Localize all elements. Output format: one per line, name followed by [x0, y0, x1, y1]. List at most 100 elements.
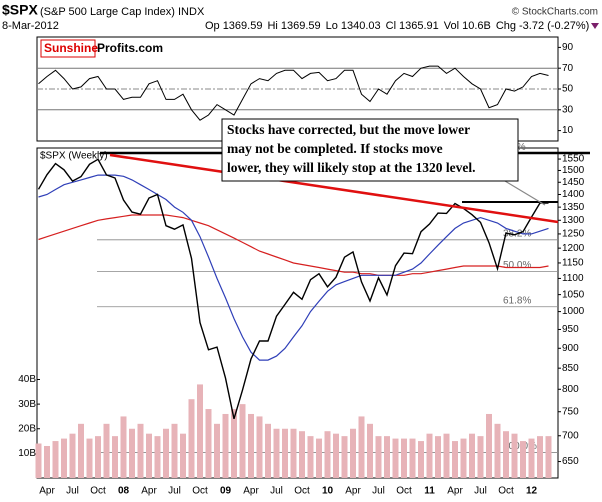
x-tick-label: Jul — [66, 486, 79, 497]
volume-bar — [409, 438, 416, 478]
volume-bar — [545, 436, 552, 478]
panel-title: $SPX (Weekly) — [40, 151, 108, 162]
volume-bar — [95, 436, 101, 478]
quote-label: Hi — [267, 20, 277, 32]
volume-bar — [129, 428, 135, 478]
volume-bar — [137, 423, 144, 478]
y-tick-label: 850 — [562, 363, 579, 374]
quote: Op 1369.59 Hi 1369.59 Lo 1340.03 Cl 1365.91 Vol 1… — [205, 20, 589, 32]
volume-bar — [324, 431, 331, 478]
volume-bar — [486, 413, 492, 478]
volume-bar — [222, 413, 229, 478]
volume-bar — [171, 423, 178, 478]
y-tick-label: 1300 — [562, 215, 585, 226]
volume-tick-label: 10B — [18, 448, 36, 459]
quote-label: Lo — [326, 20, 338, 32]
annotation-line: lower, they will likely stop at the 1320… — [227, 160, 475, 175]
y-tick-label: 1350 — [562, 202, 585, 213]
volume-bar — [282, 428, 288, 478]
y-tick-label: 1500 — [562, 165, 585, 176]
volume-bar — [265, 423, 271, 478]
x-tick-label: Apr — [39, 486, 55, 497]
volume-bar — [520, 441, 526, 478]
symbol-name: (S&P 500 Large Cap Index) INDX — [40, 6, 205, 18]
volume-bar — [418, 441, 424, 478]
quote-value: -3.72 (-0.27%) — [519, 20, 589, 32]
symbol: $SPX — [2, 2, 38, 18]
volume-bar — [197, 384, 203, 478]
x-tick-label: Jul — [270, 486, 283, 497]
y-tick-label: 1100 — [562, 273, 584, 284]
volume-bar — [120, 416, 127, 478]
fib-label: 50.0% — [503, 260, 531, 271]
volume-bar — [214, 423, 220, 478]
annotation-line: may not be completed. If stocks move — [227, 141, 443, 156]
volume-bar — [35, 443, 42, 478]
volume-bar — [188, 399, 195, 478]
volume-bar — [333, 433, 339, 478]
volume-bar — [443, 433, 450, 478]
volume-bar — [205, 409, 212, 478]
volume-bar — [350, 428, 356, 478]
fib-label: 61.8% — [503, 295, 531, 306]
x-tick-label: 09 — [220, 486, 232, 497]
x-tick-label: 12 — [526, 486, 538, 497]
volume-bar — [358, 416, 365, 478]
x-tick-label: Oct — [396, 486, 412, 497]
x-tick-label: Oct — [498, 486, 514, 497]
x-tick-label: 11 — [424, 486, 435, 497]
trend-line — [109, 153, 559, 224]
volume-bar — [231, 409, 237, 478]
volume-bar — [503, 431, 509, 478]
x-tick-label: Apr — [243, 486, 259, 497]
y-tick-label: 1550 — [562, 154, 585, 165]
y-tick-label: 900 — [562, 343, 579, 354]
y-tick-label: 1250 — [562, 229, 585, 240]
y-tick-label: 1400 — [562, 189, 585, 200]
rsi-line — [38, 65, 549, 121]
volume-bar — [452, 441, 458, 478]
volume-bar — [146, 433, 152, 478]
quote-value: 1365.91 — [399, 20, 439, 32]
volume-bar — [78, 423, 84, 478]
x-tick-label: Jul — [474, 486, 487, 497]
volume-bar — [375, 436, 382, 478]
rsi-tick-label: 70 — [562, 63, 574, 74]
x-tick-label: 08 — [118, 486, 130, 497]
volume-bar — [239, 404, 246, 478]
volume-bar — [69, 433, 76, 478]
rsi-tick-label: 90 — [562, 42, 574, 53]
volume-bar — [460, 438, 467, 478]
rsi-tick-label: 50 — [562, 84, 574, 95]
y-tick-label: 1000 — [562, 306, 585, 317]
x-tick-label: Jul — [372, 486, 385, 497]
volume-bar — [435, 436, 441, 478]
price-layer: 10B20B30B40B6507007508008509009501000105… — [18, 142, 584, 497]
rsi-layer: 10 30 50 70 90 — [37, 42, 574, 136]
x-tick-label: Oct — [192, 486, 208, 497]
volume-bar — [248, 413, 254, 478]
annotation-line: Stocks have corrected, but the move lowe… — [227, 122, 470, 137]
volume-bar — [52, 441, 59, 478]
volume-bar — [384, 436, 390, 478]
arrow-line — [504, 180, 546, 206]
quote-value: 1369.59 — [281, 20, 321, 32]
logo-part2: Profits.com — [97, 41, 163, 55]
volume-bar — [469, 433, 475, 478]
y-tick-label: 1200 — [562, 243, 585, 254]
date: 8-Mar-2012 — [2, 20, 59, 32]
quote-label: Op — [205, 20, 220, 32]
x-tick-label: Oct — [294, 486, 310, 497]
y-tick-label: 800 — [562, 384, 579, 395]
volume-tick-label: 40B — [18, 374, 36, 385]
x-tick-label: 10 — [322, 486, 334, 497]
x-tick-label: Apr — [345, 486, 361, 497]
volume-bar — [316, 438, 322, 478]
y-tick-label: 1150 — [562, 258, 584, 269]
volume-bar — [511, 433, 518, 478]
volume-bar — [477, 436, 484, 478]
volume-bar — [392, 438, 399, 478]
y-tick-label: 700 — [562, 430, 579, 441]
quote-label: Cl — [386, 20, 396, 32]
volume-bar — [112, 436, 118, 478]
